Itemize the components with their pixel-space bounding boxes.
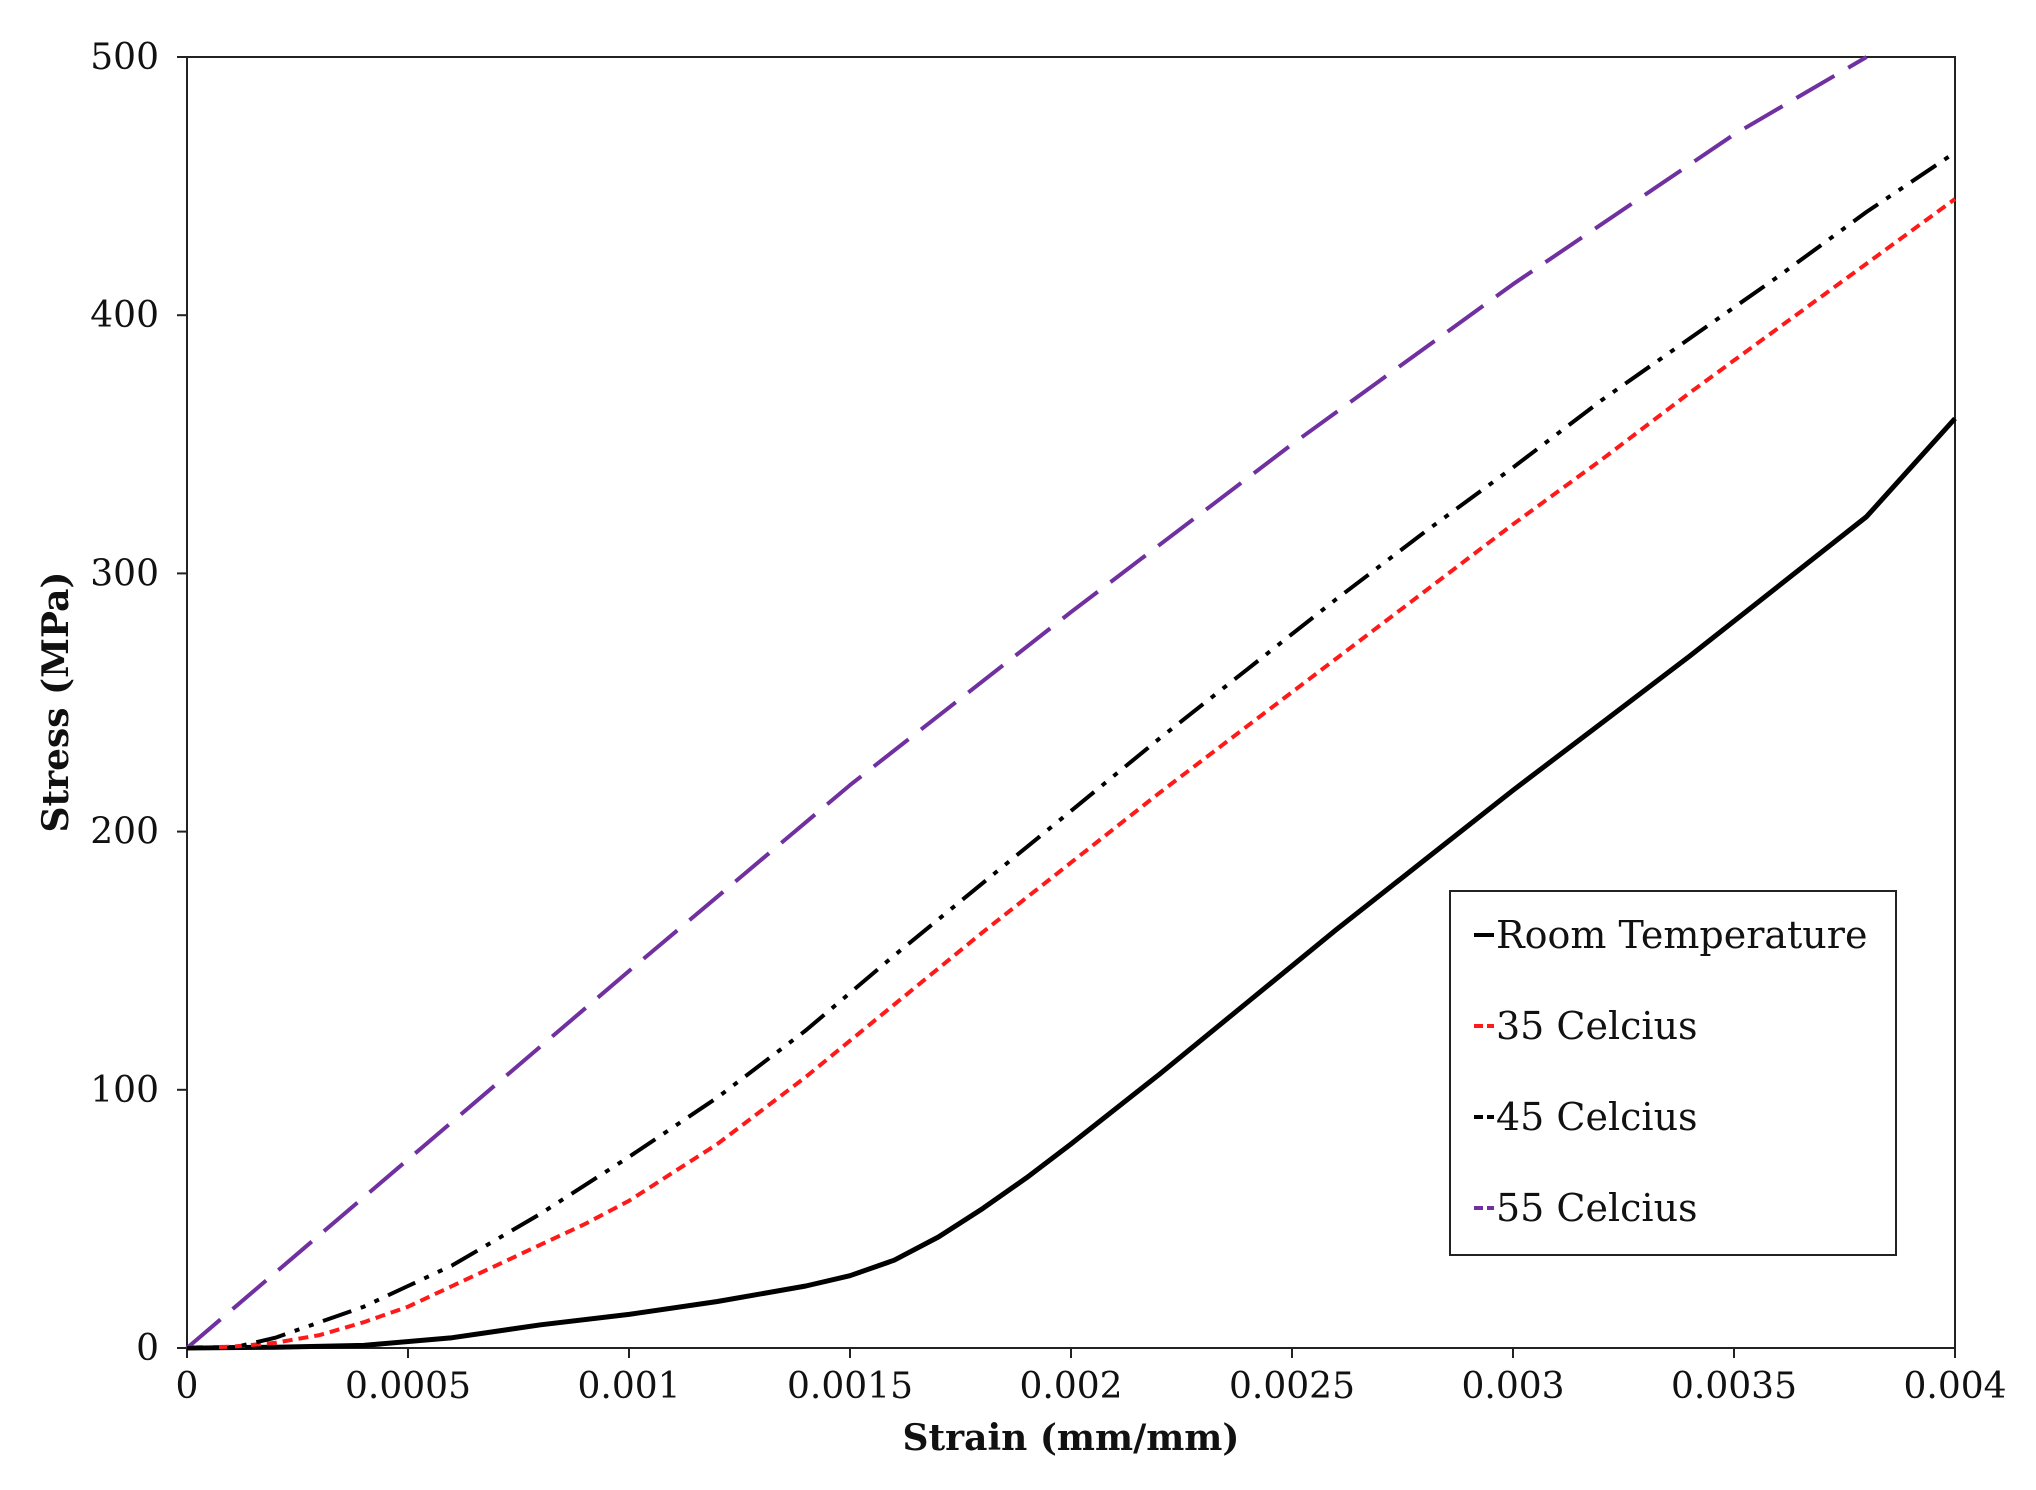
- legend-label: 55 Celcius: [1496, 1186, 1698, 1230]
- y-tick-label: 0: [136, 1328, 159, 1369]
- legend-label: Room Temperature: [1496, 913, 1867, 957]
- series-line-55-celcius: [185, 55, 1868, 1350]
- y-tick-label: 400: [90, 295, 159, 336]
- y-tick-label: 100: [90, 1070, 159, 1111]
- legend: Room Temperature 35 Celcius 45 Celcius 55 C…: [1449, 890, 1897, 1256]
- series-line-45-celcius: [187, 150, 1957, 1350]
- x-axis-title: Strain (mm/mm): [903, 1417, 1240, 1459]
- series-line-35-celcius: [186, 197, 1957, 1350]
- x-tick-label: 0.003: [1461, 1366, 1564, 1407]
- y-axis-ticks: 0 100 200 300 400 500: [90, 37, 187, 1369]
- x-tick-label: 0.001: [577, 1366, 680, 1407]
- x-tick-label: 0.002: [1019, 1366, 1122, 1407]
- legend-label: 35 Celcius: [1496, 1004, 1698, 1048]
- x-axis-ticks: 0 0.0005 0.001 0.0015 0.002 0.0025 0.003 0.0035…: [176, 1348, 2007, 1407]
- x-tick-label: 0: [176, 1366, 199, 1407]
- y-tick-label: 200: [90, 812, 159, 853]
- x-tick-label: 0.0005: [345, 1366, 471, 1407]
- y-tick-label: 300: [90, 553, 159, 594]
- x-tick-label: 0.0025: [1229, 1366, 1355, 1407]
- y-tick-label: 500: [90, 37, 159, 78]
- series-line-room-temperature: [186, 416, 1957, 1351]
- x-tick-label: 0.0015: [787, 1366, 913, 1407]
- series-layer: [185, 55, 1957, 1351]
- legend-label: 45 Celcius: [1496, 1095, 1698, 1139]
- x-tick-label: 0.004: [1903, 1366, 2006, 1407]
- y-axis-title: Stress (MPa): [35, 572, 77, 833]
- legend-box: [1449, 890, 1897, 1256]
- x-tick-label: 0.0035: [1671, 1366, 1797, 1407]
